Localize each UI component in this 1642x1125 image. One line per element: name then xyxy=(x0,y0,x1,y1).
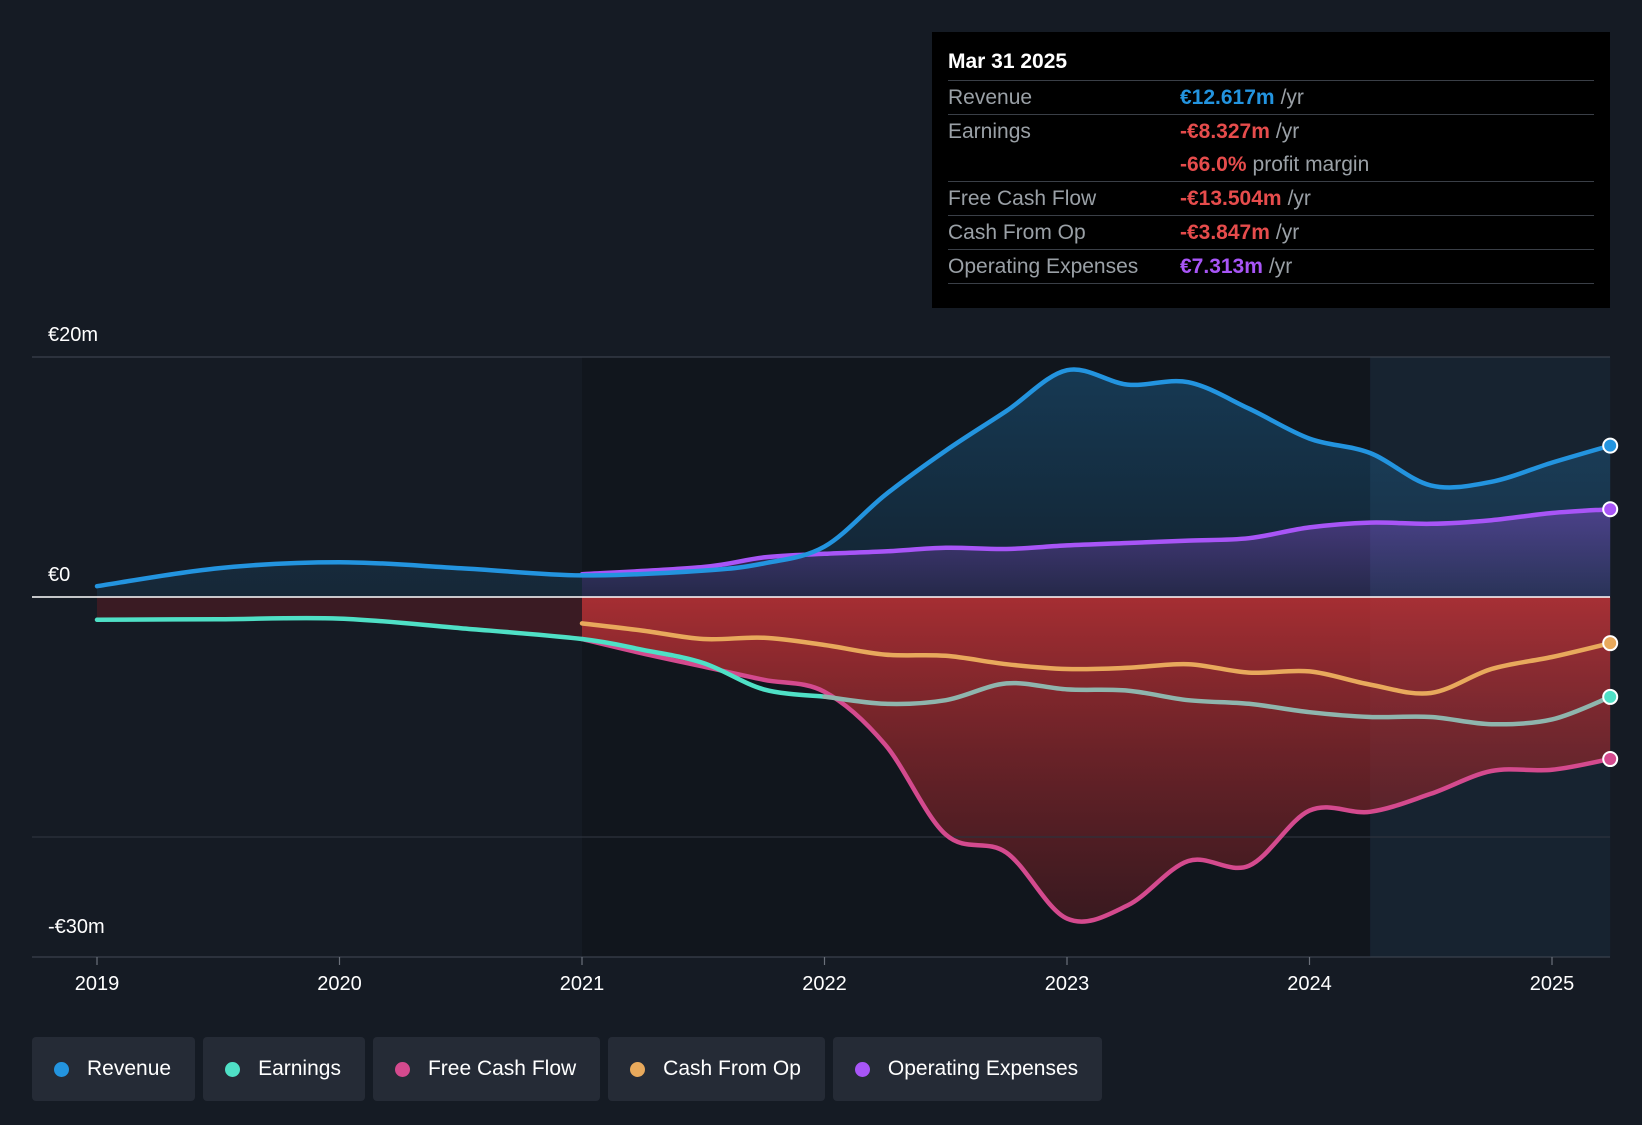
x-axis-label: 2020 xyxy=(317,973,362,995)
tooltip-panel: Mar 31 2025 Revenue €12.617m /yr Earning… xyxy=(932,32,1610,308)
tooltip-unit: /yr xyxy=(1268,255,1293,278)
x-axis-label: 2024 xyxy=(1287,973,1332,995)
legend-dot-icon xyxy=(225,1061,241,1077)
tooltip-date: Mar 31 2025 xyxy=(948,46,1594,81)
tooltip-value: -€8.327m xyxy=(1180,120,1270,143)
tooltip-unit: /yr xyxy=(1280,86,1304,109)
operating-expenses-end-point xyxy=(1602,501,1619,518)
x-axis-label: 2019 xyxy=(75,973,120,995)
legend-label: Earnings xyxy=(258,1057,341,1080)
legend-item-free-cash-flow[interactable]: Free Cash Flow xyxy=(372,1037,601,1101)
tooltip-label: Earnings xyxy=(948,120,1031,143)
earnings-line-later xyxy=(822,680,1613,727)
tooltip-label: Free Cash Flow xyxy=(948,187,1097,210)
legend-item-revenue[interactable]: Revenue xyxy=(32,1037,196,1101)
x-axis-label: 2021 xyxy=(560,973,605,995)
tooltip-row-operating-expenses: Operating Expenses €7.313m /yr xyxy=(948,250,1594,284)
tooltip-row-free-cash-flow: Free Cash Flow -€13.504m /yr xyxy=(948,182,1594,216)
legend-label: Free Cash Flow xyxy=(427,1057,577,1080)
revenue-end-point xyxy=(1602,437,1619,454)
cash-from-op-line xyxy=(579,621,1613,696)
tooltip-row-profit-margin: -66.0% profit margin xyxy=(948,148,1594,182)
legend-dot-icon xyxy=(854,1061,870,1077)
x-axis-label: 2025 xyxy=(1530,973,1575,995)
opex-area-fill xyxy=(582,509,1611,597)
tooltip-value: -€3.847m xyxy=(1180,221,1270,244)
free-cash-flow-line xyxy=(579,636,1613,924)
operating-expenses-line xyxy=(579,506,1613,577)
legend-dot-icon xyxy=(394,1061,410,1077)
x-axis-label: 2022 xyxy=(802,973,847,995)
revenue-line xyxy=(94,367,1613,589)
y-axis-label: -€30m xyxy=(48,916,105,938)
cash-from-op-end-point xyxy=(1602,635,1619,652)
x-axis-label: 2023 xyxy=(1045,973,1090,995)
tooltip-row-earnings: Earnings -€8.327m /yr xyxy=(948,115,1594,148)
free-cash-flow-end-point xyxy=(1602,751,1619,768)
tooltip-label: Cash From Op xyxy=(948,221,1086,244)
legend-item-cash-from-op[interactable]: Cash From Op xyxy=(608,1037,825,1101)
tooltip-value: -66.0% xyxy=(1180,153,1247,176)
legend-dot-icon xyxy=(54,1061,69,1077)
tooltip-unit: /yr xyxy=(1287,187,1311,210)
legend-item-earnings[interactable]: Earnings xyxy=(203,1037,365,1101)
tooltip-unit: /yr xyxy=(1275,221,1300,244)
tooltip-label xyxy=(948,148,1180,181)
tooltip-label: Operating Expenses xyxy=(948,255,1139,278)
earnings-end-point xyxy=(1602,688,1619,705)
tooltip-row-revenue: Revenue €12.617m /yr xyxy=(948,81,1594,115)
legend-label: Cash From Op xyxy=(663,1057,801,1080)
tooltip-unit: profit margin xyxy=(1252,153,1370,176)
tooltip-unit: /yr xyxy=(1275,120,1300,143)
earnings-line xyxy=(94,615,827,699)
tooltip-value: €12.617m xyxy=(1180,86,1275,109)
legend: Revenue Earnings Free Cash Flow Cash Fro… xyxy=(32,1037,1103,1101)
y-axis-label: €0 xyxy=(48,564,70,586)
legend-dot-icon xyxy=(630,1061,646,1077)
tooltip-value: €7.313m xyxy=(1180,255,1263,278)
negative-area-fill xyxy=(582,597,1611,922)
tooltip-row-cash-from-op: Cash From Op -€3.847m /yr xyxy=(948,216,1594,250)
legend-label: Operating Expenses xyxy=(887,1057,1079,1080)
tooltip-label: Revenue xyxy=(948,86,1033,109)
legend-item-operating-expenses[interactable]: Operating Expenses xyxy=(832,1037,1103,1101)
y-axis-label: €20m xyxy=(48,324,98,346)
legend-label: Revenue xyxy=(87,1057,172,1080)
tooltip-value: -€13.504m xyxy=(1180,187,1282,210)
